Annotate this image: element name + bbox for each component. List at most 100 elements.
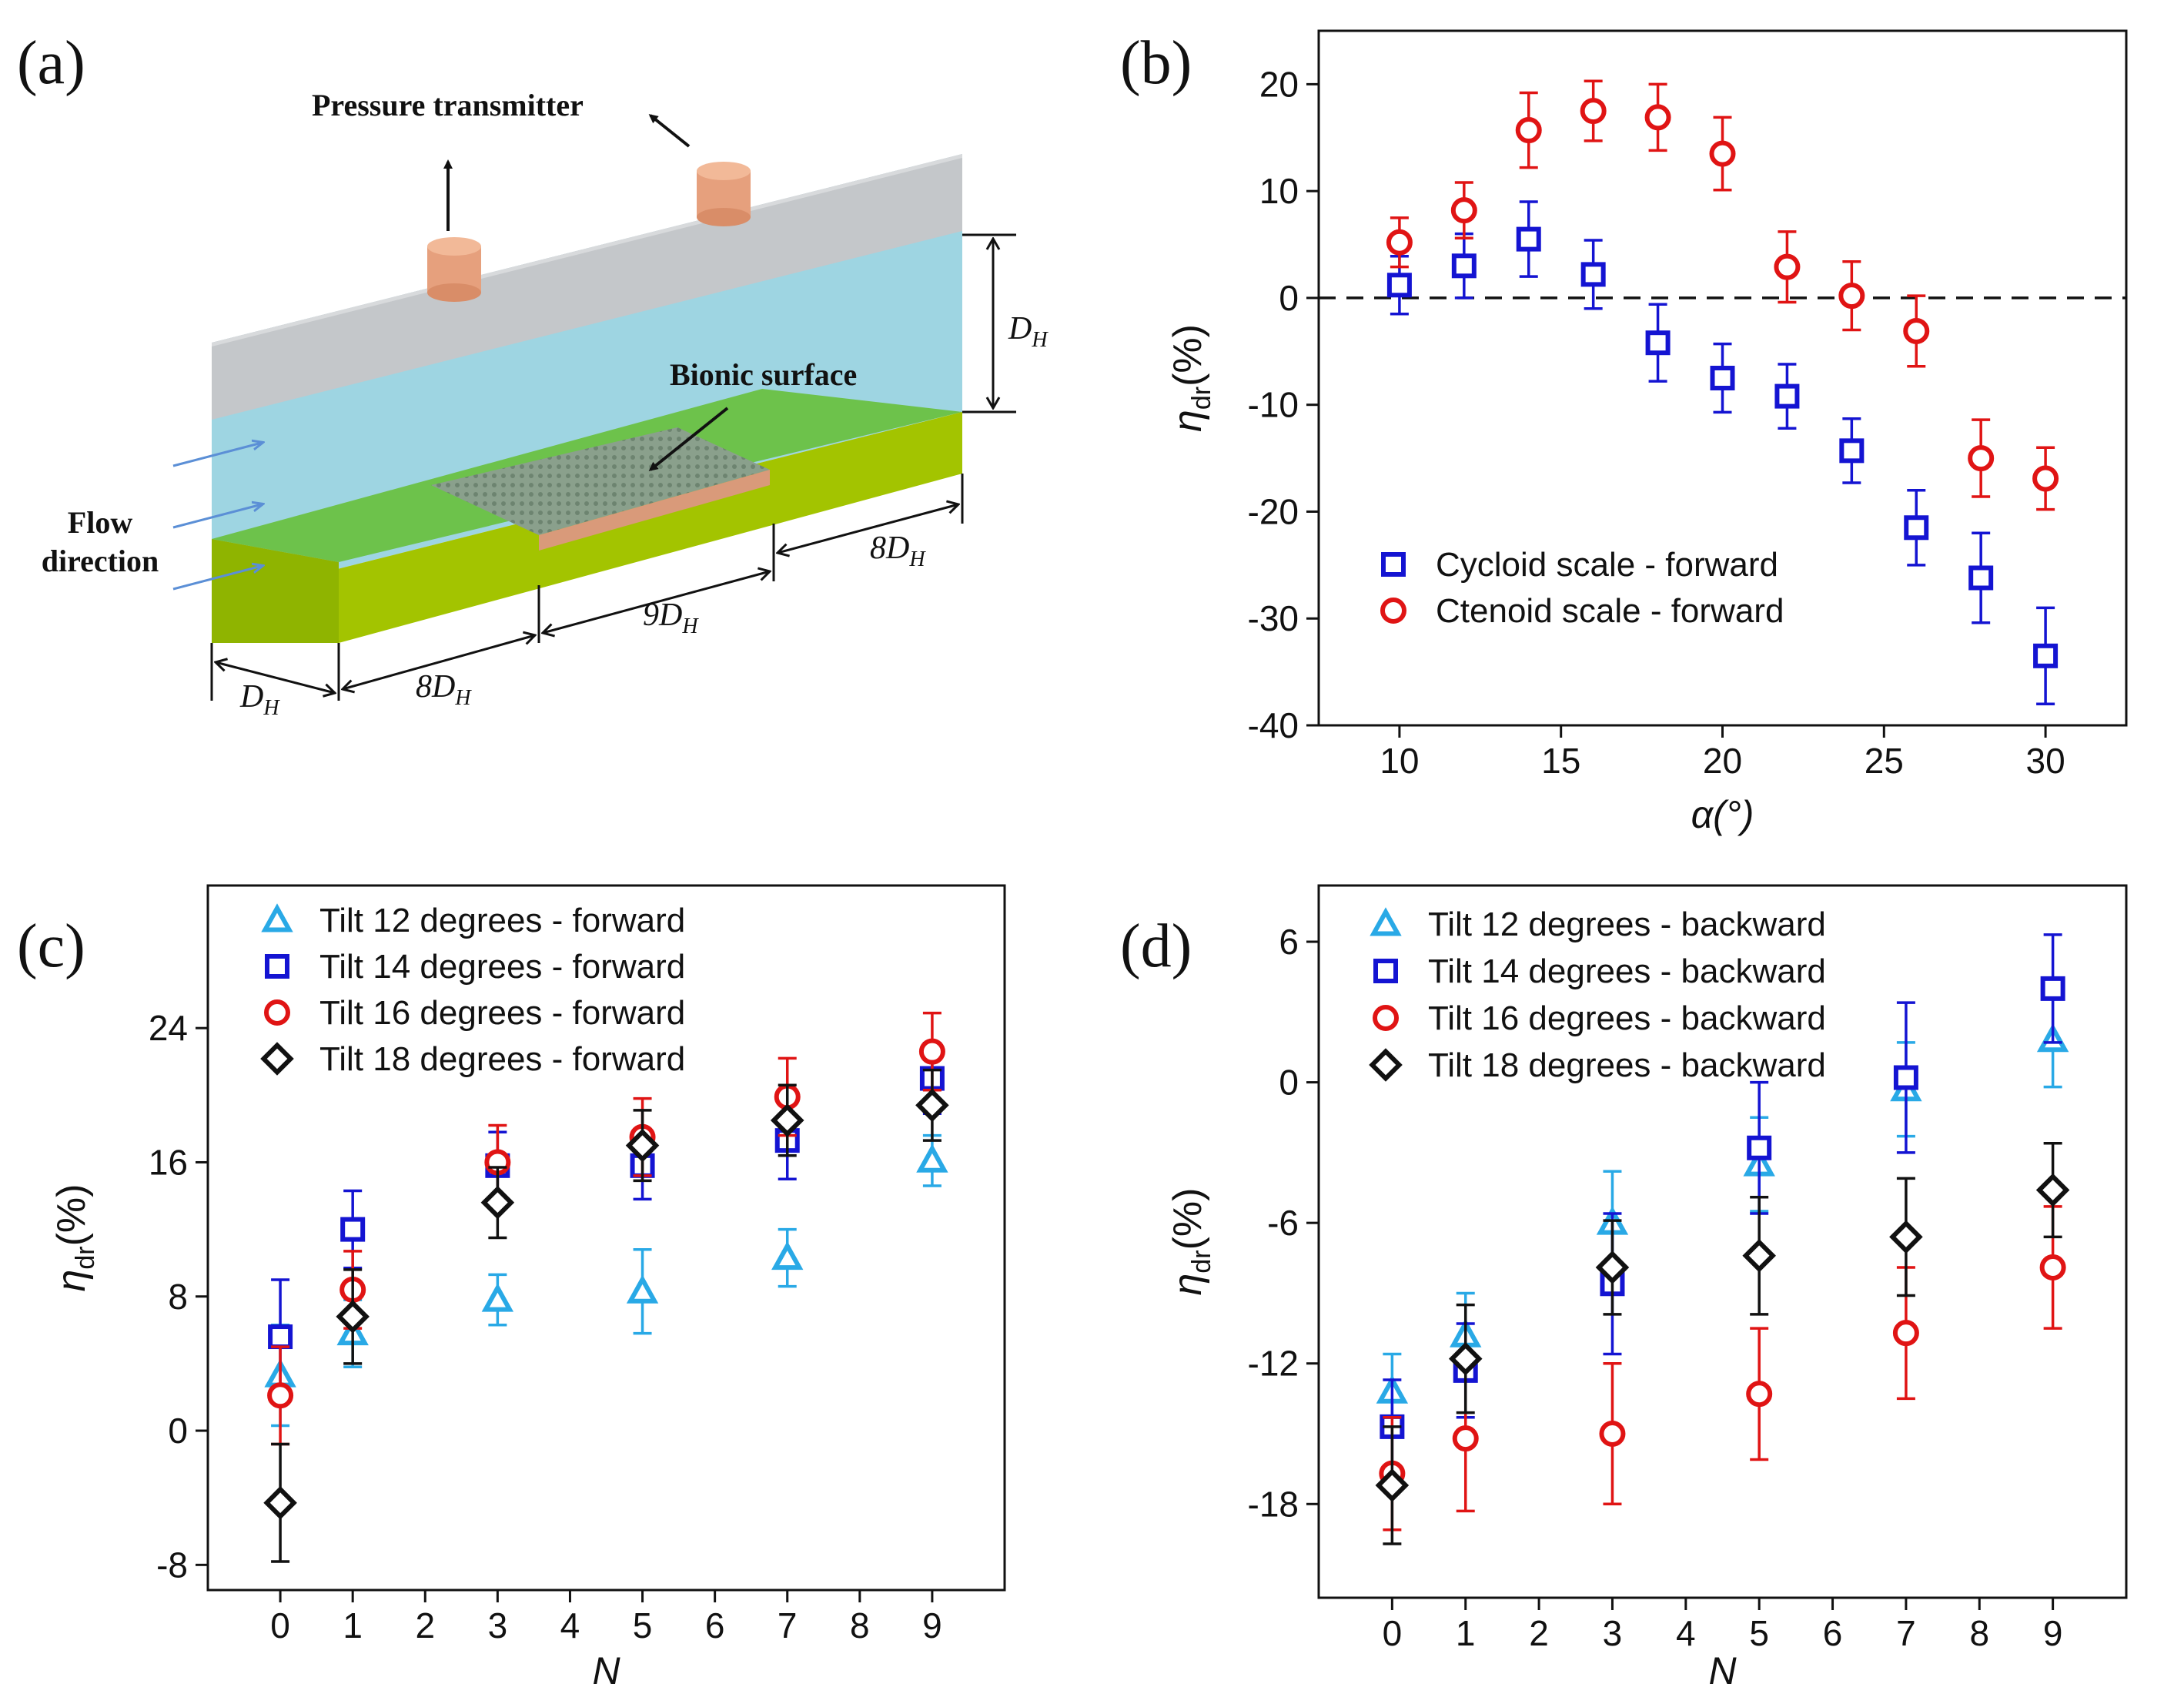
legend-entry: Tilt 12 degrees - forward: [261, 902, 685, 939]
panel-a-label: (a): [17, 29, 85, 97]
bionic-surface-patch: [431, 427, 770, 535]
series-circle: [1379, 1205, 2066, 1532]
pressure-sensor-left: [427, 237, 481, 302]
pressure-arrow-diag: [648, 114, 691, 148]
y-axis-title-unit: (%): [49, 1184, 94, 1247]
legend-marker: [1381, 552, 1406, 577]
data-point: [1516, 226, 1541, 252]
y-axis-title-symbol: η: [49, 1270, 94, 1292]
data-point: [1892, 1320, 1919, 1347]
data-point: [1839, 438, 1865, 464]
data-point: [481, 1283, 514, 1312]
legend-marker: [1370, 907, 1402, 936]
data-point: [1889, 1220, 1923, 1254]
x-axis-title: N: [1708, 1649, 1737, 1692]
flow-label-line1: Flow: [68, 505, 133, 540]
series-circle: [1386, 79, 2059, 511]
x-tick-label: 5: [633, 1605, 653, 1645]
x-tick-label: 6: [705, 1605, 725, 1645]
panel-label: (b): [1120, 29, 1192, 97]
data-point: [1386, 229, 1413, 256]
plot-frame: [206, 884, 1006, 1592]
legend-marker: [1373, 1005, 1399, 1031]
y-axis-title: ηdr(%): [1166, 1188, 1216, 1296]
panel-label: (d): [1120, 912, 1192, 980]
legend-entry: Tilt 18 degrees - backward: [1369, 1046, 1826, 1084]
data-point: [1386, 273, 1412, 298]
x-tick-label: 4: [1676, 1613, 1696, 1653]
x-tick-label: 8: [1969, 1613, 1989, 1653]
data-point: [1904, 515, 1929, 541]
y-tick-label: -30: [1248, 598, 1299, 638]
legend-label: Tilt 16 degrees - forward: [319, 994, 685, 1032]
data-point: [1450, 197, 1477, 224]
data-point: [2033, 643, 2059, 668]
y-axis-title-symbol: η: [1166, 1274, 1210, 1296]
data-point: [1580, 98, 1607, 125]
data-point: [1968, 445, 1995, 472]
data-point: [1645, 330, 1671, 356]
data-point: [1515, 117, 1542, 144]
x-tick-label: 1: [343, 1605, 363, 1645]
data-point: [1595, 1250, 1630, 1284]
bionic-surface-edge: [539, 470, 770, 551]
data-point: [1774, 253, 1801, 280]
bionic-surface-arrow: [648, 407, 729, 471]
data-point: [336, 1300, 370, 1334]
x-tick-label: 10: [1380, 741, 1419, 781]
y-axis-title: ηdr(%): [49, 1184, 100, 1292]
legend-label: Tilt 18 degrees - backward: [1428, 1046, 1826, 1084]
y-axis-title: ηdr(%): [1166, 324, 1216, 432]
legend-entry: Tilt 18 degrees - forward: [260, 1040, 685, 1078]
legend-entry: Tilt 14 degrees - backward: [1373, 952, 1826, 990]
legend-label: Tilt 18 degrees - forward: [319, 1040, 685, 1078]
y-tick-label: 10: [1259, 171, 1299, 211]
data-point: [1452, 1425, 1479, 1452]
data-point: [770, 1103, 804, 1137]
x-tick-label: 7: [1896, 1613, 1916, 1653]
legend-label: Tilt 12 degrees - forward: [319, 902, 685, 939]
data-point: [480, 1185, 515, 1220]
data-point: [916, 1143, 948, 1173]
x-tick-label: 2: [415, 1605, 435, 1645]
data-point: [915, 1088, 949, 1123]
pressure-transmitter-label: Pressure transmitter: [312, 88, 584, 122]
legend-entry: Tilt 16 degrees - forward: [264, 994, 685, 1032]
legend-marker: [260, 1042, 294, 1076]
flow-arrow-1: [172, 443, 262, 467]
flow-arrow-3: [172, 566, 262, 591]
data-point: [268, 1324, 293, 1350]
data-point: [2035, 1173, 2070, 1207]
x-tick-label: 30: [2026, 741, 2065, 781]
dim-seg3-line: [778, 504, 958, 553]
data-point: [2040, 976, 2065, 1001]
x-tick-label: 3: [488, 1605, 508, 1645]
legend-marker: [1380, 598, 1406, 624]
x-tick-label: 6: [1823, 1613, 1843, 1653]
x-axis-title: N: [592, 1649, 620, 1692]
legend-marker: [261, 903, 293, 932]
flow-arrow-2: [172, 504, 262, 529]
dim-seg3-label: 8DH: [870, 531, 926, 571]
legend-entry: Tilt 12 degrees - backward: [1370, 906, 1826, 943]
data-point: [267, 1382, 294, 1409]
y-tick-label: 20: [1259, 64, 1299, 104]
legend-label: Tilt 12 degrees - backward: [1428, 906, 1826, 943]
data-point: [1746, 1381, 1773, 1408]
data-point: [2039, 1254, 2066, 1281]
data-point: [1742, 1238, 1776, 1273]
x-tick-label: 0: [1383, 1613, 1403, 1653]
y-tick-label: 24: [149, 1008, 188, 1048]
legend-marker: [1373, 959, 1398, 983]
dim-base-line: [216, 662, 335, 693]
panel-a: (a) Pressure transmitter Bionic surf: [17, 29, 1049, 720]
plot-frame: [1317, 884, 2128, 1599]
x-tick-label: 3: [1603, 1613, 1623, 1653]
y-axis-title-subscript: dr: [71, 1246, 100, 1269]
y-tick-label: 6: [1279, 922, 1299, 962]
y-tick-label: 0: [1279, 278, 1299, 318]
data-point: [340, 1217, 366, 1242]
x-tick-label: 9: [2043, 1613, 2063, 1653]
